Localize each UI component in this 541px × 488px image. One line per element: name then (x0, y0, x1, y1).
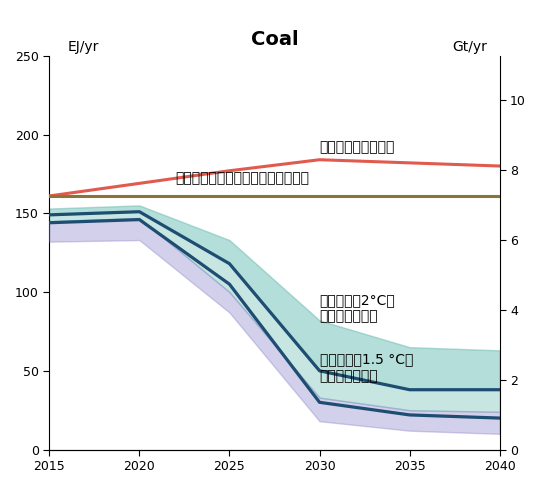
Text: 當前各國減碳承諾下預估營炭生產量: 當前各國減碳承諾下預估營炭生產量 (175, 172, 309, 185)
Text: 抑制増溫在2°C時
營炭允許生產量: 抑制増溫在2°C時 營炭允許生產量 (320, 293, 395, 323)
Text: 抑制増溫在1.5 °C時
營炭允許生產量: 抑制増溫在1.5 °C時 營炭允許生產量 (320, 352, 413, 383)
Text: Gt/yr: Gt/yr (452, 40, 487, 54)
Title: Coal: Coal (250, 30, 298, 49)
Text: 現行預估營炭生產量: 現行預估營炭生產量 (320, 140, 395, 154)
Text: EJ/yr: EJ/yr (68, 40, 99, 54)
